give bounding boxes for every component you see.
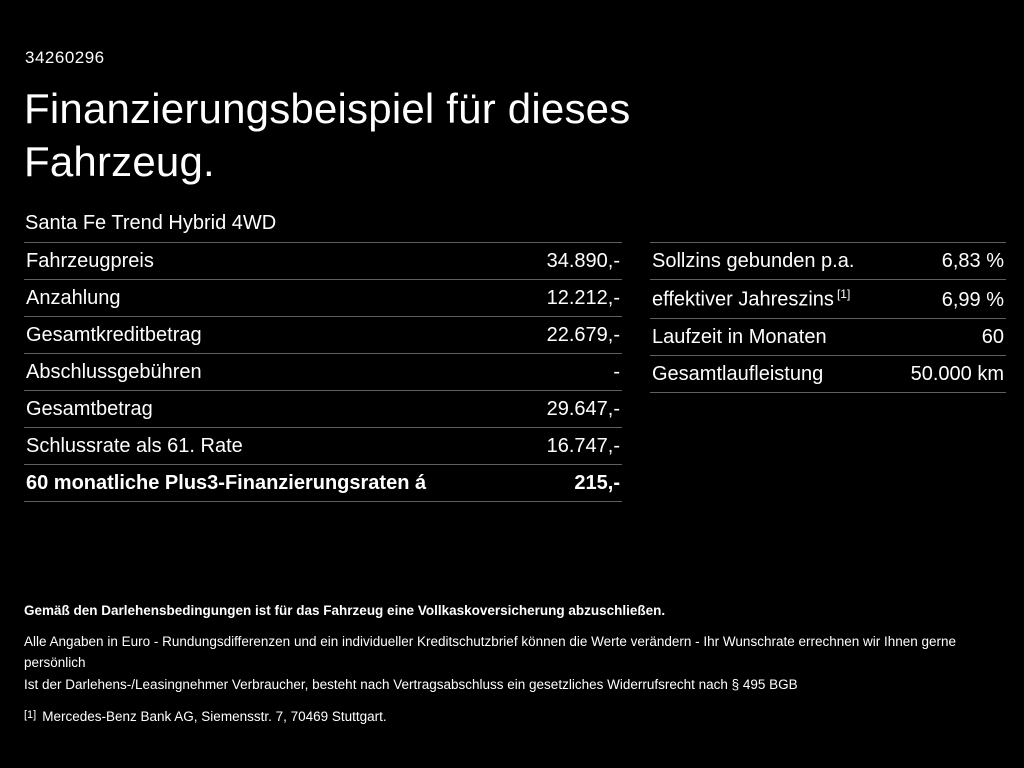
table-row: effektiver Jahreszins [1] 6,99 % (650, 279, 1006, 318)
row-value: - (613, 361, 620, 383)
table-row-monthly-rate: 60 monatliche Plus3-Finanzierungsraten á… (24, 464, 622, 501)
row-label: Schlussrate als 61. Rate (26, 435, 243, 457)
row-label: Gesamtkreditbetrag (26, 324, 202, 346)
table-row: Abschlussgebühren - (24, 353, 622, 390)
row-value: 6,99 % (941, 288, 1004, 311)
row-value: 12.212,- (546, 287, 620, 309)
row-label: Fahrzeugpreis (26, 250, 154, 272)
row-label: Abschlussgebühren (26, 361, 202, 383)
row-label-text: effektiver Jahreszins (652, 288, 834, 311)
table-row: Anzahlung 12.212,- (24, 279, 622, 316)
row-value: 50.000 km (910, 362, 1004, 385)
table-row: Schlussrate als 61. Rate 16.747,- (24, 427, 622, 464)
row-label: effektiver Jahreszins [1] (652, 287, 850, 312)
row-value: 29.647,- (546, 398, 620, 420)
table-row: Laufzeit in Monaten 60 (650, 317, 1006, 355)
row-value: 60 (981, 325, 1004, 348)
footnote-marker: [1] (24, 709, 37, 722)
row-label: Anzahlung (26, 287, 121, 309)
row-label: Gesamtlaufleistung (652, 362, 824, 385)
table-row: Gesamtbetrag 29.647,- (24, 390, 622, 427)
reference-number: 34260296 (25, 48, 105, 67)
row-label: Laufzeit in Monaten (652, 325, 827, 348)
row-label: Gesamtbetrag (26, 398, 153, 420)
footnote-reference: [1] (836, 287, 851, 301)
table-row: Gesamtlaufleistung 50.000 km (650, 354, 1006, 392)
table-row: Fahrzeugpreis 34.890,- (24, 242, 622, 279)
legal-footer: Gemäß den Darlehensbedingungen ist für d… (24, 600, 989, 728)
page-title: Finanzierungsbeispiel für dieses Fahrzeu… (24, 85, 631, 186)
row-value: 6,83 % (941, 250, 1004, 272)
table-row: Gesamtkreditbetrag 22.679,- (24, 316, 622, 353)
conditions-table: Sollzins gebunden p.a. 6,83 % effektiver… (650, 242, 1006, 393)
row-value: 215,- (574, 472, 620, 494)
disclaimer-line-1: Alle Angaben in Euro - Rundungsdifferenz… (24, 633, 957, 671)
footnote-text: Mercedes-Benz Bank AG, Siemensstr. 7, 70… (42, 709, 387, 725)
row-value: 34.890,- (546, 250, 620, 272)
vehicle-name: Santa Fe Trend Hybrid 4WD (25, 212, 277, 234)
financing-table: Fahrzeugpreis 34.890,- Anzahlung 12.212,… (24, 242, 622, 502)
insurance-note: Gemäß den Darlehensbedingungen ist für d… (24, 603, 666, 618)
row-value: 16.747,- (546, 435, 620, 457)
row-label: Sollzins gebunden p.a. (652, 250, 855, 272)
row-value: 22.679,- (546, 324, 620, 346)
table-row: Sollzins gebunden p.a. 6,83 % (650, 242, 1006, 279)
bank-footnote: [1] Mercedes-Benz Bank AG, Siemensstr. 7… (24, 706, 989, 728)
disclaimer-line-2: Ist der Darlehens-/Leasingnehmer Verbrau… (24, 676, 798, 692)
row-label: 60 monatliche Plus3-Finanzierungsraten á (26, 472, 427, 494)
financing-tables: Fahrzeugpreis 34.890,- Anzahlung 12.212,… (24, 242, 1006, 502)
